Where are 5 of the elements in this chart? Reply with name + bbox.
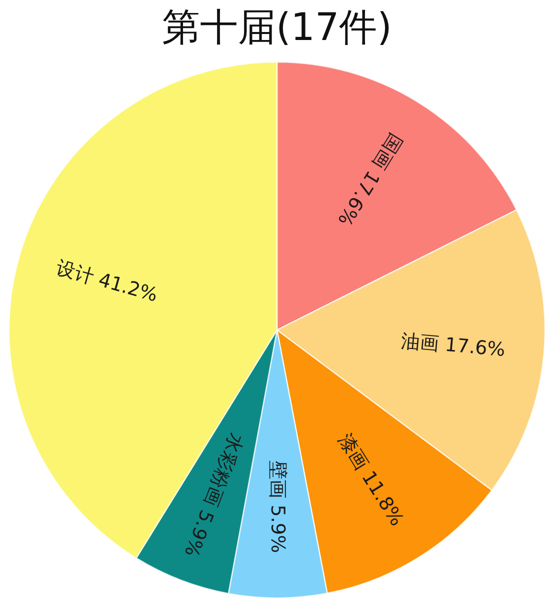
slice-label: 壁画 5.9% (266, 460, 289, 554)
slice-label: 水彩粉画 5.9% (180, 430, 248, 560)
chart-title: 第十届(17件) (162, 5, 392, 49)
slice-label: 设计 41.2% (54, 256, 160, 307)
slice-label: 油画 17.6% (400, 330, 506, 362)
